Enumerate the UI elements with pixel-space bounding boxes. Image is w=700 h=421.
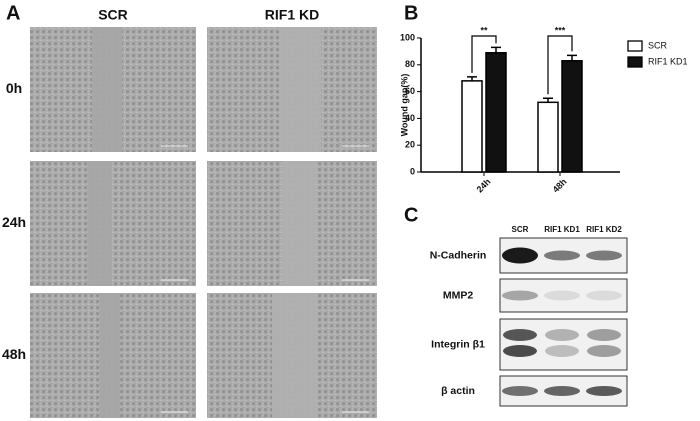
y-tick-label: 100: [400, 32, 415, 42]
protein-label: MMP2: [443, 289, 473, 301]
protein-label: N-Cadherin: [430, 249, 487, 261]
significance-label: ***: [555, 25, 566, 35]
row-label: 24h: [2, 214, 26, 230]
micrograph: [30, 161, 196, 286]
lane-label: RIF1 KD2: [586, 225, 622, 234]
band: [586, 386, 622, 396]
protein-label: Integrin β1: [431, 338, 485, 350]
band: [545, 329, 579, 341]
band: [587, 345, 621, 357]
y-axis-title: Wound gap(%): [399, 74, 409, 137]
band: [502, 290, 538, 301]
blot-strip: [499, 318, 628, 371]
band: [545, 345, 579, 357]
error-bar: [467, 76, 477, 81]
significance-bracket: [471, 35, 497, 73]
wound-gap: [100, 293, 120, 418]
wound-gap: [279, 27, 321, 152]
legend-label: SCR: [648, 40, 668, 50]
bar: [537, 101, 559, 173]
y-tick-label: 0: [410, 166, 415, 176]
column-header: SCR: [98, 7, 128, 23]
lane-label: SCR: [512, 225, 529, 234]
error-bar: [491, 46, 501, 53]
wound-gap: [88, 161, 112, 286]
legend-swatch: [627, 40, 643, 52]
band: [587, 329, 621, 341]
band: [586, 250, 622, 261]
band: [544, 290, 580, 301]
panel-label: A: [6, 2, 20, 24]
row-label: 0h: [6, 80, 22, 96]
blot-strip: [499, 278, 628, 313]
legend-swatch: [627, 56, 643, 68]
panel-label: B: [404, 2, 418, 24]
significance-bracket: [547, 35, 573, 95]
band: [586, 290, 622, 301]
significance-label: **: [480, 25, 488, 35]
bar: [561, 60, 583, 173]
wound-gap: [272, 293, 317, 418]
y-tick-label: 20: [405, 140, 415, 150]
western-blot: SCR RIF1 KD1 RIF1 KD2 N-Cadherin MMP2 Integri…: [430, 225, 628, 407]
x-tick-label: 24h: [475, 177, 493, 195]
band: [502, 247, 538, 264]
band: [502, 386, 538, 396]
y-tick-label: 80: [405, 59, 415, 69]
wound-gap: [282, 161, 316, 286]
bar-chart: Wound gap(%) 0 20 40 60 80 100 24h ** 48h *** SCR RI…: [399, 25, 687, 194]
band: [544, 386, 580, 396]
wound-gap: [92, 27, 122, 152]
error-bar: [567, 54, 577, 61]
lane-label: RIF1 KD1: [544, 225, 580, 234]
band: [503, 345, 537, 357]
bar: [461, 80, 483, 173]
y-tick-label: 60: [405, 86, 415, 96]
x-tick-label: 48h: [551, 177, 569, 195]
row-label: 48h: [2, 346, 26, 362]
bar: [485, 51, 507, 173]
column-header: RIF1 KD: [265, 7, 319, 23]
y-tick-label: 40: [405, 113, 415, 123]
protein-label: β actin: [441, 385, 475, 397]
legend-label: RIF1 KD1: [648, 56, 688, 66]
panel-label: C: [404, 204, 418, 226]
band: [503, 329, 537, 341]
error-bar: [543, 97, 553, 103]
band: [544, 250, 580, 261]
micrographs: SCR RIF1 KD 0h 24h 48h: [2, 7, 377, 418]
